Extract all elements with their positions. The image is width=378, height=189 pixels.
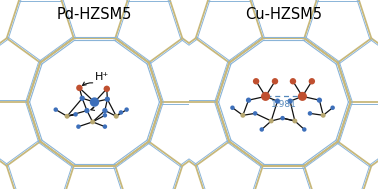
Circle shape xyxy=(330,105,335,110)
Text: H⁺: H⁺ xyxy=(94,72,109,81)
Circle shape xyxy=(261,92,270,101)
Circle shape xyxy=(302,127,307,132)
Circle shape xyxy=(275,98,280,104)
Circle shape xyxy=(260,127,264,132)
Circle shape xyxy=(103,124,107,129)
Circle shape xyxy=(230,105,235,110)
Circle shape xyxy=(119,110,123,115)
Circle shape xyxy=(253,78,259,84)
Text: Cu-HZSM5: Cu-HZSM5 xyxy=(245,7,322,22)
Circle shape xyxy=(280,116,285,120)
Circle shape xyxy=(290,78,296,84)
Circle shape xyxy=(65,114,70,119)
Circle shape xyxy=(124,107,129,112)
Circle shape xyxy=(246,98,251,103)
Circle shape xyxy=(104,86,110,92)
Circle shape xyxy=(287,98,293,104)
Circle shape xyxy=(103,113,107,118)
Circle shape xyxy=(272,78,278,84)
Circle shape xyxy=(105,97,110,102)
Circle shape xyxy=(317,98,322,103)
Circle shape xyxy=(79,96,85,101)
Circle shape xyxy=(114,114,119,119)
Circle shape xyxy=(253,111,257,116)
Circle shape xyxy=(308,111,312,116)
Circle shape xyxy=(76,85,82,91)
Circle shape xyxy=(321,113,325,118)
Circle shape xyxy=(90,119,95,124)
Circle shape xyxy=(240,113,245,118)
Circle shape xyxy=(293,119,297,123)
Circle shape xyxy=(90,97,99,107)
Circle shape xyxy=(73,112,78,117)
Circle shape xyxy=(76,124,81,129)
Circle shape xyxy=(269,119,274,123)
Text: 1.981: 1.981 xyxy=(271,100,297,109)
Circle shape xyxy=(298,92,307,101)
Circle shape xyxy=(308,78,315,84)
Text: Pd-HZSM5: Pd-HZSM5 xyxy=(57,7,132,22)
Circle shape xyxy=(54,107,58,112)
Circle shape xyxy=(102,108,108,113)
Circle shape xyxy=(84,108,90,113)
